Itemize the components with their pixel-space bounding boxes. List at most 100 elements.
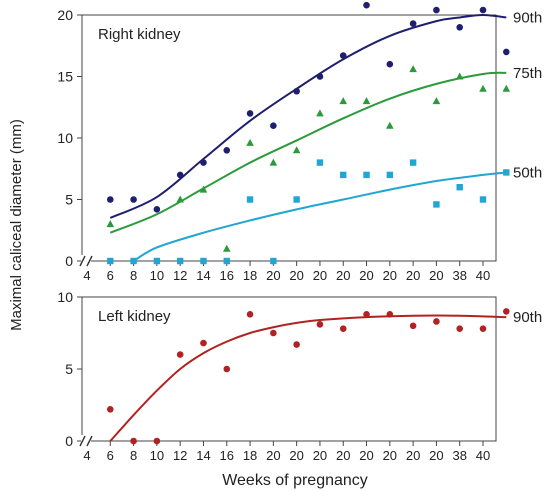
data-point xyxy=(503,169,510,176)
data-point xyxy=(176,171,184,179)
data-point xyxy=(293,87,300,95)
data-point xyxy=(270,257,277,265)
data-point xyxy=(502,48,510,56)
data-point xyxy=(432,97,441,105)
data-point xyxy=(409,322,417,330)
data-point xyxy=(130,257,137,265)
data-point xyxy=(107,257,114,265)
data-point xyxy=(363,171,370,179)
series-label: 50th xyxy=(513,164,542,181)
x-tick-label: 10 xyxy=(150,268,164,283)
data-point xyxy=(362,97,371,105)
axis-break-mark xyxy=(79,435,86,447)
data-point xyxy=(106,220,115,228)
data-point xyxy=(153,437,161,445)
x-tick-label: 20 xyxy=(359,268,373,283)
data-point xyxy=(106,196,114,203)
data-point xyxy=(246,196,254,203)
series-label: 90th xyxy=(513,309,542,326)
x-tick-label: 4 xyxy=(83,448,90,463)
x-tick-label: 38 xyxy=(452,268,466,283)
x-tick-label: 20 xyxy=(383,448,397,463)
percentile-curve xyxy=(109,314,507,442)
data-point xyxy=(340,171,347,179)
x-tick-label: 18 xyxy=(243,268,257,283)
x-tick-label: 12 xyxy=(173,448,187,463)
data-point xyxy=(130,437,137,445)
series-label: 75th xyxy=(513,65,542,82)
x-tick-label: 40 xyxy=(476,448,490,463)
data-point xyxy=(479,6,487,14)
series-90th: 90th xyxy=(106,308,542,445)
data-point xyxy=(339,97,348,105)
data-point xyxy=(293,341,300,348)
data-point xyxy=(270,122,277,129)
x-tick-label: 20 xyxy=(313,448,327,463)
x-tick-label: 14 xyxy=(196,448,210,463)
data-point xyxy=(270,329,277,337)
x-tick-label: 16 xyxy=(220,268,234,283)
y-tick-label: 0 xyxy=(65,253,73,269)
data-point xyxy=(200,339,207,347)
data-point xyxy=(293,196,300,203)
x-tick-label: 40 xyxy=(476,268,490,283)
data-point xyxy=(176,351,184,358)
data-point xyxy=(316,159,324,166)
x-tick-label: 16 xyxy=(220,448,234,463)
data-point xyxy=(386,121,394,129)
data-point xyxy=(455,72,464,80)
y-tick-label: 15 xyxy=(57,69,73,85)
axis-break-gap xyxy=(81,435,91,447)
data-point xyxy=(316,321,324,328)
data-point xyxy=(433,318,440,325)
x-tick-label: 20 xyxy=(266,268,280,283)
x-tick-label: 8 xyxy=(130,268,137,283)
x-tick-label: 20 xyxy=(266,448,280,463)
data-point xyxy=(433,6,440,14)
data-point xyxy=(199,185,208,193)
data-point xyxy=(223,365,231,373)
x-tick-label: 14 xyxy=(196,268,210,283)
data-point xyxy=(269,158,278,166)
data-point xyxy=(479,84,487,92)
x-tick-label: 38 xyxy=(452,448,466,463)
axis-break-gap xyxy=(81,255,91,267)
data-point xyxy=(363,1,370,9)
panel-0: Right kidney 0 5 10 15 20 4 6 8 10 12 14 16 18 20 20 20 2… xyxy=(57,1,542,283)
data-point xyxy=(200,257,207,265)
data-point xyxy=(363,310,370,318)
x-axis-label: Weeks of pregnancy xyxy=(222,472,368,489)
data-point xyxy=(339,52,347,59)
x-tick-label: 20 xyxy=(429,448,443,463)
data-point xyxy=(339,325,347,332)
x-tick-label: 20 xyxy=(289,268,303,283)
data-point xyxy=(106,406,114,413)
x-tick-label: 20 xyxy=(359,448,373,463)
data-point xyxy=(200,159,207,166)
y-axis-label: Maximal caliceal diameter (mm) xyxy=(8,119,25,331)
y-tick-label: 20 xyxy=(57,7,73,23)
x-tick-label: 6 xyxy=(107,268,114,283)
data-point xyxy=(153,206,161,213)
data-point xyxy=(386,310,394,318)
data-point xyxy=(502,308,510,315)
data-point xyxy=(456,184,463,191)
panel-label: Right kidney xyxy=(98,26,181,43)
data-point xyxy=(409,65,417,73)
data-point xyxy=(502,84,511,92)
data-point xyxy=(246,310,254,318)
chart-panels: Right kidney 0 5 10 15 20 4 6 8 10 12 14 16 18 20 20 20 2… xyxy=(57,1,542,463)
x-tick-label: 20 xyxy=(336,268,350,283)
series-50th: 50th xyxy=(107,159,542,265)
data-point xyxy=(223,147,231,154)
x-tick-label: 10 xyxy=(150,448,164,463)
data-point xyxy=(409,159,417,166)
panel-1: Left kidney 0 5 10 4 6 8 10 12 14 16 18 20 20 20 20 20 20… xyxy=(57,289,542,463)
data-point xyxy=(409,20,417,27)
x-tick-label: 18 xyxy=(243,448,257,463)
data-point xyxy=(176,257,184,265)
data-point xyxy=(153,257,161,265)
data-point xyxy=(292,146,301,154)
x-tick-label: 20 xyxy=(406,448,420,463)
